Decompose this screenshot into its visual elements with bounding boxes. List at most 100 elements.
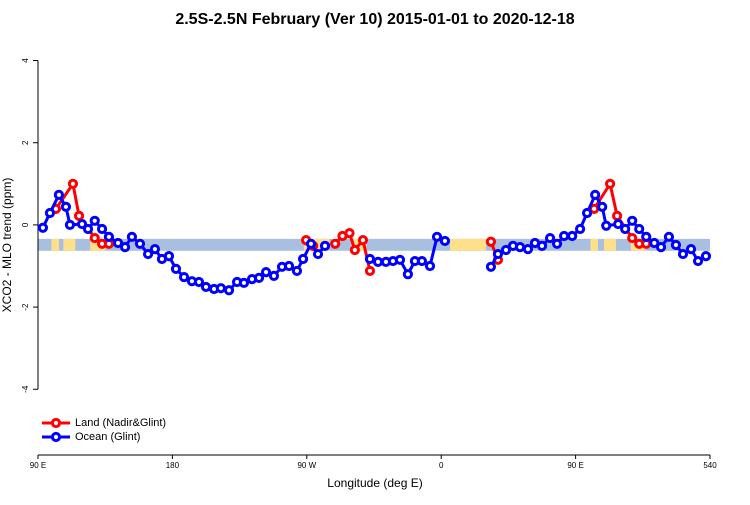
data-point [319, 240, 331, 251]
y-axis-label: XCO2 - MLO trend (ppm) [0, 178, 14, 313]
data-point [82, 223, 94, 235]
y-tick-label: -2 [21, 303, 30, 311]
data-point [344, 228, 355, 239]
data-point [126, 231, 138, 242]
y-tick-label: 2 [21, 140, 30, 145]
chart-title: 2.5S-2.5N February (Ver 10) 2015-01-01 t… [175, 11, 574, 28]
data-point [312, 248, 324, 260]
data-point [67, 178, 79, 189]
x-tick-label: 540 [703, 461, 717, 470]
data-point [492, 248, 504, 260]
data-point [53, 189, 65, 201]
data-point [89, 215, 100, 226]
data-point [200, 281, 212, 293]
data-point [634, 223, 645, 235]
data-point [142, 248, 154, 260]
data-point [620, 223, 631, 235]
data-point [559, 230, 570, 242]
data-point [431, 231, 443, 242]
data-point [670, 239, 682, 251]
data-point [581, 207, 593, 219]
legend-label: Land (Nadir&Glint) [75, 417, 166, 429]
data-point [357, 235, 369, 246]
data-point [112, 237, 124, 249]
data-point [394, 254, 406, 265]
data-point [597, 201, 608, 212]
data-point [612, 210, 623, 221]
data-point [663, 231, 675, 242]
data-point [685, 244, 697, 255]
legend-marker [50, 417, 62, 429]
data-point [567, 230, 578, 242]
x-tick-label: 90 E [567, 461, 583, 470]
land-span [603, 238, 616, 251]
data-point [305, 238, 317, 249]
data-point [485, 236, 497, 247]
data-point [163, 251, 175, 262]
data-point [700, 251, 712, 262]
data-point [134, 238, 146, 249]
data-point [96, 223, 108, 235]
data-point [89, 232, 100, 244]
land-span [63, 238, 76, 251]
x-tick-label: 180 [166, 461, 180, 470]
data-point [193, 276, 205, 288]
data-point [223, 285, 235, 296]
data-point [522, 244, 534, 255]
data-point [253, 272, 265, 284]
data-point [44, 207, 56, 219]
data-point [514, 241, 526, 253]
data-point [330, 238, 341, 249]
data-point [73, 210, 85, 221]
data-point [590, 189, 601, 201]
y-tick-label: 4 [21, 58, 30, 63]
data-point [439, 235, 451, 247]
data-point [574, 223, 586, 235]
data-point [627, 232, 638, 244]
data-point [613, 218, 624, 230]
data-point [64, 219, 76, 231]
data-point [604, 178, 616, 189]
data-point [402, 269, 413, 280]
data-point [649, 237, 660, 249]
data-point [416, 255, 428, 267]
data-point [536, 240, 548, 251]
data-point [37, 222, 49, 233]
data-point [364, 253, 376, 265]
y-tick-label: 0 [21, 222, 30, 227]
data-point [544, 232, 556, 244]
data-point [119, 241, 131, 253]
reference-band [38, 238, 710, 251]
data-point [692, 255, 704, 267]
data-point [283, 260, 295, 272]
data-point [485, 261, 497, 272]
data-point [500, 244, 512, 256]
x-tick-label: 90 W [297, 461, 316, 470]
legend-label: Ocean (Glint) [75, 431, 140, 443]
land-span [51, 238, 59, 251]
data-point [364, 265, 376, 277]
data-point [372, 256, 384, 267]
data-point [641, 231, 652, 242]
data-point [238, 277, 250, 288]
data-point [424, 260, 436, 272]
data-point [149, 244, 161, 255]
land-span [590, 238, 598, 251]
data-point [655, 241, 667, 253]
data-point [76, 218, 88, 230]
legend-marker [50, 431, 62, 443]
x-axis-label: Longitude (deg E) [327, 476, 422, 490]
data-point [349, 244, 360, 256]
y-tick-label: -4 [21, 385, 30, 393]
data-point [178, 271, 190, 283]
land-span [450, 238, 486, 251]
x-tick-label: 0 [439, 461, 444, 470]
data-point [297, 253, 309, 265]
data-point [170, 263, 182, 274]
data-point [260, 267, 272, 278]
data-point [291, 265, 303, 277]
data-point [551, 238, 563, 249]
data-point [268, 270, 280, 281]
data-point [60, 201, 72, 212]
